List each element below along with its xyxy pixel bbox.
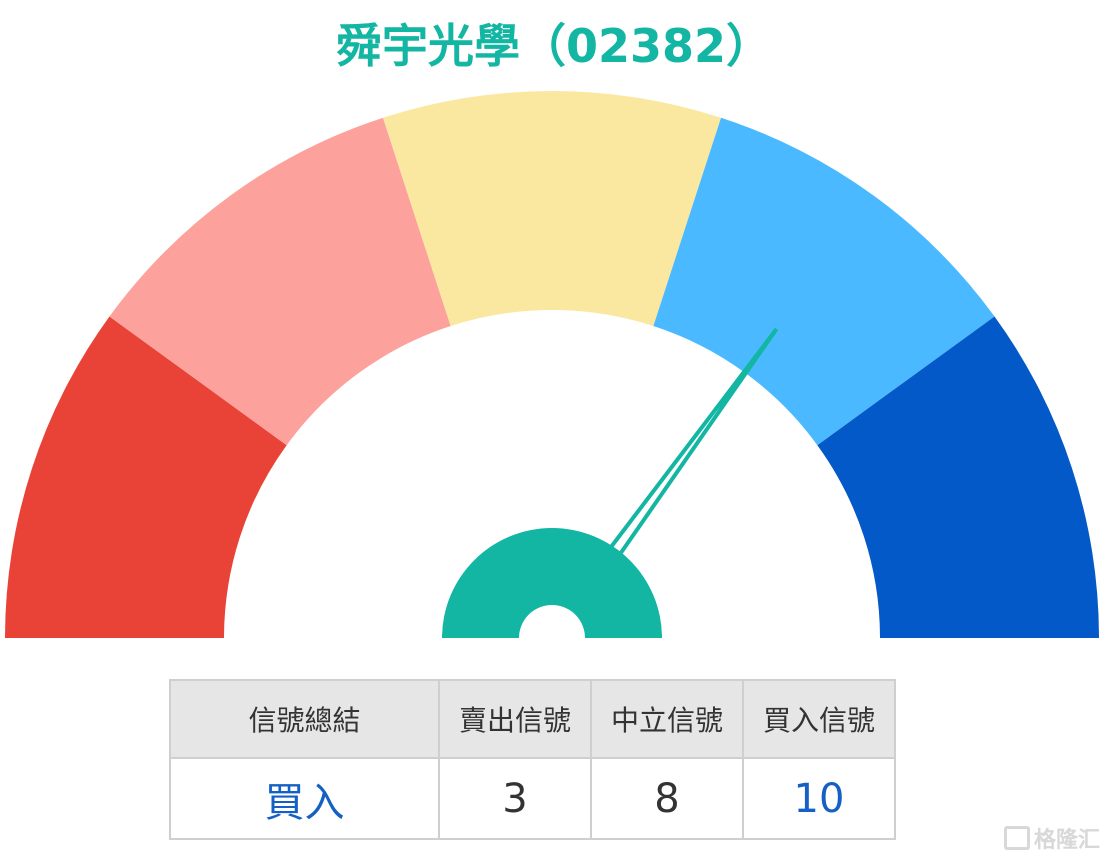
- gauge-band-3: [653, 117, 995, 446]
- table-header-row: 信號總結 賣出信號 中立信號 買入信號: [169, 679, 896, 759]
- watermark: 格隆汇: [1003, 822, 1100, 854]
- sell-count: 3: [438, 757, 592, 840]
- header-neutral: 中立信號: [590, 679, 744, 759]
- gauge-band-1: [109, 117, 451, 446]
- buy-count: 10: [742, 757, 896, 840]
- logo-icon: [1003, 826, 1030, 850]
- gauge-needle: [600, 327, 779, 568]
- chart-title: 舜宇光學（02382）: [335, 19, 773, 73]
- gauge: [5, 91, 1099, 638]
- header-summary: 信號總結: [169, 679, 440, 759]
- neutral-count: 8: [590, 757, 744, 840]
- gauge-band-2: [382, 91, 722, 327]
- watermark-text: 格隆汇: [1033, 828, 1100, 853]
- summary-value: 買入: [169, 757, 440, 840]
- signal-summary-table: 信號總結 賣出信號 中立信號 買入信號 買入 3 8 10: [169, 679, 896, 840]
- header-buy: 買入信號: [742, 679, 896, 759]
- table-row: 買入 3 8 10: [169, 757, 896, 840]
- gauge-band-4: [817, 316, 1099, 638]
- gauge-band-0: [5, 316, 287, 638]
- gauge-hub: [442, 528, 662, 638]
- header-sell: 賣出信號: [438, 679, 592, 759]
